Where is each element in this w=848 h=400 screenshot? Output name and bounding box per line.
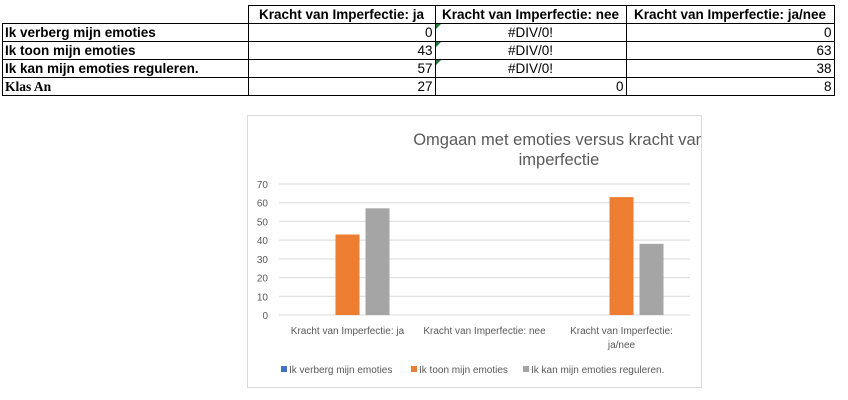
- x-tick-label: Kracht van Imperfectie: ja: [291, 326, 405, 337]
- corner-cell: [3, 6, 249, 24]
- y-tick-label: 40: [257, 236, 269, 247]
- header-cell[interactable]: Kracht van Imperfectie: nee: [434, 5, 627, 24]
- x-tick-label: ja/nee: [607, 340, 636, 351]
- cell-value: #DIV/0!: [507, 61, 554, 76]
- y-tick-label: 0: [262, 311, 268, 322]
- chart-title: imperfectie: [519, 151, 600, 169]
- x-tick-label: Kracht van Imperfectie:: [570, 326, 673, 337]
- legend-label[interactable]: Ik verberg mijn emoties: [289, 365, 392, 376]
- cell[interactable]: 63: [625, 41, 835, 60]
- cell[interactable]: 27: [247, 77, 436, 96]
- y-tick-label: 20: [257, 274, 269, 285]
- y-tick-label: 50: [257, 217, 269, 228]
- legend-swatch: [523, 366, 529, 372]
- legend-swatch: [281, 366, 287, 372]
- y-tick-label: 60: [257, 199, 269, 210]
- row-label[interactable]: Ik toon mijn emoties: [2, 41, 249, 60]
- cell[interactable]: 38: [625, 59, 835, 78]
- legend-label[interactable]: Ik kan mijn emoties reguleren.: [531, 365, 664, 376]
- y-tick-label: 10: [257, 292, 269, 303]
- cell[interactable]: #DIV/0!: [434, 41, 627, 60]
- table-row: Ik verberg mijn emoties 0 #DIV/0! 0: [2, 23, 835, 42]
- bar[interactable]: [639, 243, 664, 315]
- data-table: Kracht van Imperfectie: ja Kracht van Im…: [2, 5, 835, 96]
- row-label[interactable]: Ik verberg mijn emoties: [2, 23, 249, 42]
- header-cell[interactable]: Kracht van Imperfectie: ja: [247, 5, 436, 24]
- cell[interactable]: 0: [434, 77, 627, 96]
- error-indicator-icon: [435, 60, 441, 65]
- cell-value: #DIV/0!: [507, 43, 554, 58]
- legend-label[interactable]: Ik toon mijn emoties: [419, 365, 508, 376]
- legend-swatch: [411, 366, 417, 372]
- cell[interactable]: 43: [247, 41, 436, 60]
- table-row: Ik kan mijn emoties reguleren. 57 #DIV/0…: [2, 59, 835, 78]
- table-row: Ik toon mijn emoties 43 #DIV/0! 63: [2, 41, 835, 60]
- y-tick-label: 70: [257, 180, 269, 191]
- row-label[interactable]: Klas An: [2, 77, 249, 96]
- cell[interactable]: 8: [625, 77, 835, 96]
- cell-value: #DIV/0!: [507, 25, 554, 40]
- error-indicator-icon: [435, 24, 441, 29]
- table-row: Klas An 27 0 8: [2, 77, 835, 96]
- cell[interactable]: 57: [247, 59, 436, 78]
- x-tick-label: Kracht van Imperfectie: nee: [423, 326, 546, 337]
- bar[interactable]: [335, 234, 360, 315]
- error-indicator-icon: [435, 42, 441, 47]
- cell[interactable]: #DIV/0!: [434, 23, 627, 42]
- bar-chart[interactable]: Omgaan met emoties versus kracht van imp…: [247, 115, 702, 388]
- bar[interactable]: [365, 208, 390, 315]
- bar[interactable]: [609, 197, 634, 315]
- row-label[interactable]: Ik kan mijn emoties reguleren.: [2, 59, 249, 78]
- cell[interactable]: #DIV/0!: [434, 59, 627, 78]
- y-tick-label: 30: [257, 255, 269, 266]
- cell[interactable]: 0: [247, 23, 436, 42]
- header-cell[interactable]: Kracht van Imperfectie: ja/nee: [625, 5, 835, 24]
- cell[interactable]: 0: [625, 23, 835, 42]
- header-row: Kracht van Imperfectie: ja Kracht van Im…: [3, 5, 835, 24]
- chart-title: Omgaan met emoties versus kracht van: [413, 131, 702, 149]
